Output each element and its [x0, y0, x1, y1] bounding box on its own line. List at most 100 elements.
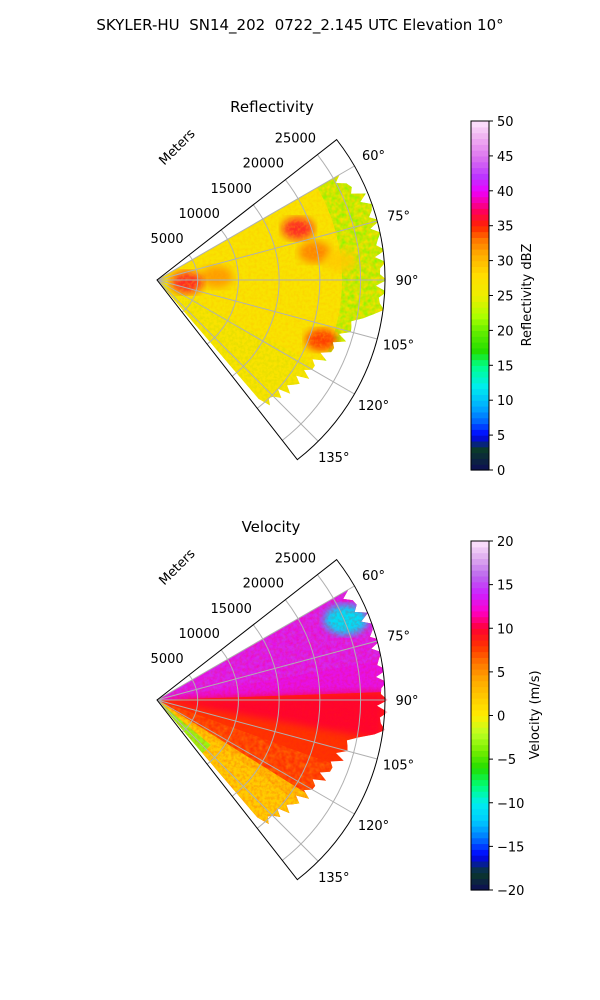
colorbar-segment [471, 214, 489, 221]
velocity-range-ticks: 5000 10000 15000 20000 25000 [151, 552, 317, 667]
velocity-title: Velocity [242, 518, 301, 536]
colorbar-segment [471, 570, 489, 577]
colorbar-segment [471, 773, 489, 781]
colorbar-segment [471, 651, 489, 658]
angle-tick-label: 90° [395, 274, 418, 289]
colorbar-segment [471, 155, 489, 163]
colorbar-segment [471, 365, 489, 372]
colorbar-segment [471, 359, 489, 366]
colorbar-segment [471, 680, 489, 688]
colorbar-segment [471, 400, 489, 407]
colorbar-segment [471, 167, 489, 174]
colorbar-segment [471, 616, 489, 624]
colorbar-segment [471, 767, 489, 775]
colorbar-tick-label: 15 [497, 579, 514, 594]
colorbar-tick-label: 35 [497, 220, 514, 235]
colorbar-segment [471, 394, 489, 401]
colorbar-segment [471, 657, 489, 664]
colorbar-segment [471, 802, 489, 810]
colorbar-tick-label: 0 [497, 710, 505, 725]
colorbar-segment [471, 150, 489, 157]
colorbar-segment [471, 808, 489, 815]
colorbar-segment [471, 208, 489, 215]
velocity-colorbar: −20 −15 −10 −5 0 5 10 15 20 [470, 535, 524, 899]
reflectivity-panel: Reflectivity Meters 5000 10000 15000 20000 2… [151, 98, 535, 479]
colorbar-segment [471, 289, 489, 297]
colorbar-segment [471, 698, 489, 705]
colorbar-segment [471, 301, 489, 308]
colorbar-tick-label: 10 [497, 622, 514, 637]
colorbar-segment [471, 587, 489, 594]
range-tick-label: 15000 [211, 602, 252, 617]
colorbar-segment [471, 184, 489, 192]
velocity-angle-ticks: 60° 75° 90° 105° 120° 135° [318, 569, 418, 886]
colorbar-segment [471, 878, 489, 885]
colorbar-segment [471, 628, 489, 635]
colorbar-segment [471, 248, 489, 256]
colorbar-segment [471, 610, 489, 618]
colorbar-segment [471, 814, 489, 821]
colorbar-segment [471, 295, 489, 302]
angle-tick-label: 105° [383, 339, 414, 354]
colorbar-tick-label: 10 [497, 394, 514, 409]
colorbar-segment [471, 581, 489, 589]
angle-tick-label: 135° [318, 871, 349, 886]
range-tick-label: 10000 [179, 207, 220, 222]
colorbar-segment [471, 831, 489, 839]
colorbar-segment [471, 744, 489, 751]
colorbar-segment [471, 144, 489, 151]
colorbar-segment [471, 709, 489, 717]
range-tick-label: 15000 [211, 182, 252, 197]
colorbar-segment [471, 324, 489, 331]
figure-title: SKYLER-HU SN14_202 0722_2.145 UTC Elevat… [96, 16, 504, 34]
colorbar-segment [471, 622, 489, 629]
colorbar-segment [471, 278, 489, 285]
colorbar-segment [471, 342, 489, 349]
colorbar-segment [471, 272, 489, 279]
colorbar-tick-label: 15 [497, 359, 514, 374]
colorbar-segment [471, 634, 489, 641]
colorbar-segment [471, 307, 489, 314]
colorbar-segment [471, 336, 489, 343]
colorbar-segment [471, 750, 489, 757]
colorbar-segment [471, 429, 489, 436]
colorbar-segment [471, 446, 489, 454]
colorbar-segment [471, 353, 489, 361]
colorbar-segment [471, 599, 489, 606]
colorbar-segment [471, 202, 489, 209]
colorbar-segment [471, 132, 489, 140]
colorbar-segment [471, 196, 489, 204]
colorbar-segment [471, 435, 489, 442]
colorbar-segment [471, 283, 489, 291]
colorbar-segment [471, 593, 489, 600]
colorbar-segment [471, 721, 489, 728]
colorbar-tick-label: 30 [497, 255, 514, 270]
reflectivity-colorbar: 0 5 10 15 20 25 30 35 40 45 50 [470, 115, 514, 479]
colorbar-segment [471, 266, 489, 273]
range-tick-label: 20000 [243, 157, 284, 172]
colorbar-segment [471, 756, 489, 763]
colorbar-segment [471, 703, 489, 711]
colorbar-segment [471, 330, 489, 337]
reflectivity-range-label: Meters [157, 126, 199, 168]
colorbar-segment [471, 552, 489, 560]
angle-tick-label: 135° [318, 451, 349, 466]
angle-tick-label: 90° [395, 694, 418, 709]
colorbar-tick-label: 20 [497, 535, 514, 550]
colorbar-segment [471, 663, 489, 670]
colorbar-segment [471, 674, 489, 682]
colorbar-segment [471, 604, 489, 612]
colorbar-segment [471, 668, 489, 676]
colorbar-segment [471, 849, 489, 856]
range-tick-label: 25000 [275, 552, 316, 567]
range-tick-label: 20000 [243, 577, 284, 592]
colorbar-tick-label: 50 [497, 115, 514, 130]
angle-tick-label: 120° [358, 819, 389, 834]
range-tick-label: 10000 [179, 627, 220, 642]
colorbar-segment [471, 575, 489, 583]
colorbar-segment [471, 423, 489, 430]
colorbar-segment [471, 440, 489, 448]
velocity-frame [156, 558, 386, 881]
velocity-colorbar-label: Velocity (m/s) [528, 670, 543, 759]
colorbar-segment [471, 692, 489, 699]
